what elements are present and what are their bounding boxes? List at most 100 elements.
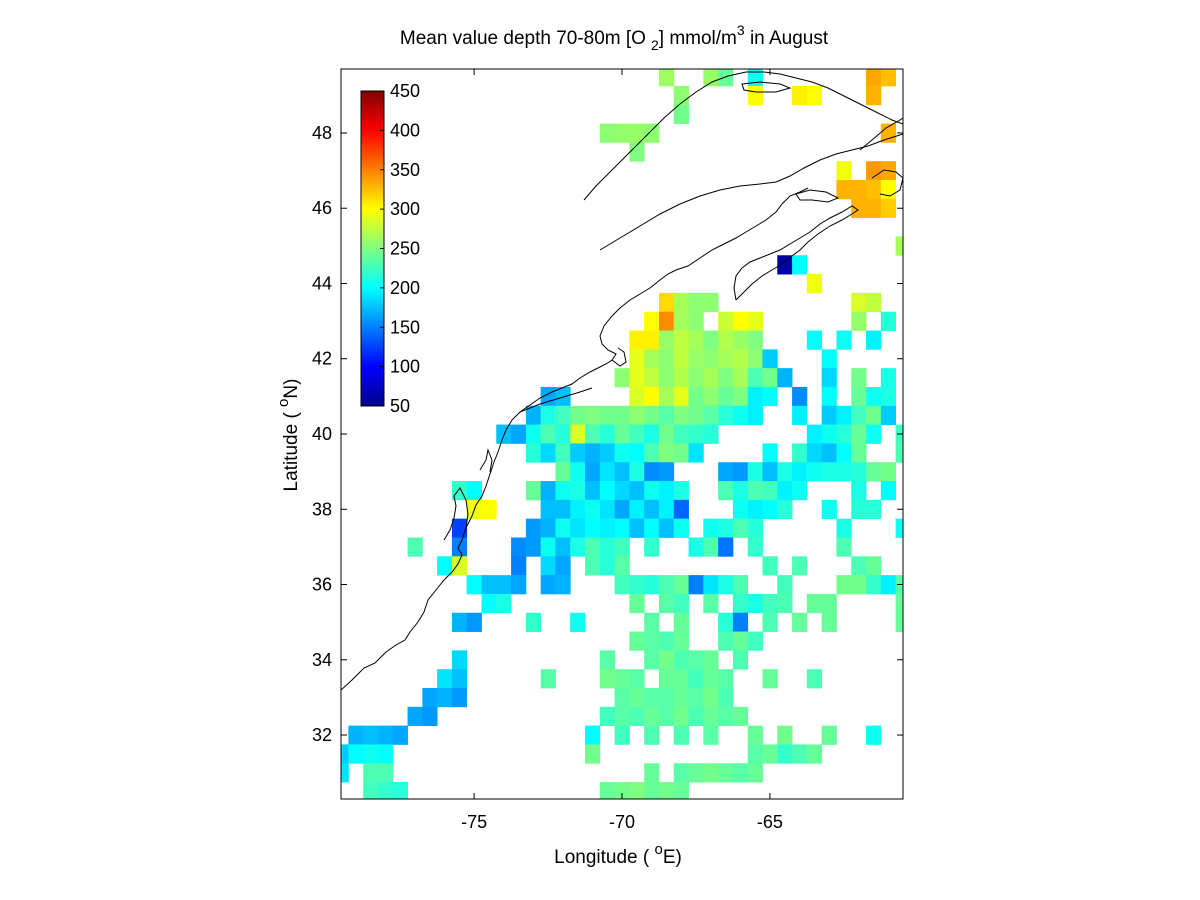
heatmap-cell xyxy=(703,575,719,595)
coastline-chesapeake xyxy=(443,487,469,541)
heatmap-cell xyxy=(866,330,882,350)
heatmap-cell xyxy=(599,782,616,799)
heatmap-cell xyxy=(806,593,823,614)
heatmap-cell xyxy=(540,669,556,689)
heatmap-cell xyxy=(792,405,808,425)
heatmap-cell xyxy=(836,575,852,595)
heatmap-cell xyxy=(718,537,734,557)
heatmap-cell xyxy=(866,424,882,444)
heatmap-cell xyxy=(792,744,808,764)
coastline-nova-scotia xyxy=(733,205,859,301)
heatmap-cell xyxy=(732,631,749,651)
heatmap-cell xyxy=(629,349,645,369)
heatmap-cell xyxy=(880,575,897,595)
heatmap-cell xyxy=(422,706,438,727)
y-tick-label: 46 xyxy=(312,198,332,218)
heatmap-cell xyxy=(629,462,645,482)
heatmap-cell xyxy=(880,180,897,200)
heatmap-cell xyxy=(673,782,689,799)
heatmap-cell xyxy=(732,405,749,425)
heatmap-cell xyxy=(821,612,837,632)
heatmap-cell xyxy=(688,537,704,557)
y-tick-label: 48 xyxy=(312,123,332,143)
heatmap-cell xyxy=(880,311,897,331)
heatmap-cell xyxy=(644,499,660,520)
heatmap-cell xyxy=(437,687,453,708)
heatmap-cell xyxy=(658,349,675,369)
heatmap-cell xyxy=(658,631,675,651)
heatmap-cell xyxy=(585,556,601,576)
heatmap-cell xyxy=(688,292,704,313)
heatmap-cell xyxy=(363,725,379,745)
heatmap-cell xyxy=(451,669,468,689)
heatmap-cell xyxy=(348,725,364,745)
heatmap-cell xyxy=(806,669,823,689)
heatmap-cell xyxy=(718,763,734,783)
heatmap-cell xyxy=(614,462,630,482)
heatmap-cell xyxy=(540,575,556,595)
heatmap-cell xyxy=(570,801,585,820)
heatmap-cell xyxy=(555,443,571,463)
heatmap-cell xyxy=(762,462,778,482)
colorbar-ticks: 450 400 350 300 250 200 150 100 50 xyxy=(380,81,420,416)
heatmap-cell xyxy=(555,405,571,425)
heatmap-cell xyxy=(614,123,630,143)
heatmap-cell xyxy=(673,443,689,463)
heatmap-cell xyxy=(585,481,601,501)
heatmap-cell xyxy=(673,669,689,689)
heatmap-cell xyxy=(718,518,734,538)
heatmap-cell xyxy=(511,575,527,595)
heatmap-cell xyxy=(570,424,586,444)
colorbar-tick-label: 400 xyxy=(390,120,420,140)
heatmap-cell xyxy=(851,443,867,463)
heatmap-cell xyxy=(880,405,897,425)
heatmap-cell xyxy=(629,424,645,444)
y-tick-label: 32 xyxy=(312,725,332,745)
heatmap-cell xyxy=(614,424,630,444)
heatmap-cell xyxy=(570,443,586,463)
coastline-newfoundland xyxy=(859,117,903,151)
heatmap-cell xyxy=(732,368,749,388)
heatmap-cell xyxy=(363,782,379,799)
coastline-long-island xyxy=(519,387,593,413)
heatmap-cell xyxy=(599,443,616,463)
heatmap-cell xyxy=(688,424,704,444)
heatmap-cell xyxy=(718,462,734,482)
heatmap-cell xyxy=(762,499,778,520)
coastline-gulf-south xyxy=(599,133,903,251)
heatmap-cell xyxy=(570,499,586,520)
heatmap-cell xyxy=(451,518,468,538)
heatmap-cell xyxy=(821,593,837,614)
heatmap-cell xyxy=(540,424,556,444)
heatmap-cell xyxy=(644,481,660,501)
heatmap-cell xyxy=(673,481,689,501)
heatmap-cell xyxy=(555,537,571,557)
heatmap-cell xyxy=(511,556,527,576)
heatmap-cell xyxy=(658,593,675,614)
heatmap-cell xyxy=(688,311,704,331)
x-tick-label: -65 xyxy=(757,812,783,832)
heatmap-cell xyxy=(407,537,423,557)
heatmap-cell xyxy=(703,349,719,369)
heatmap-cell xyxy=(866,292,882,313)
heatmap-cell xyxy=(851,368,867,388)
y-tick-label: 34 xyxy=(312,650,332,670)
heatmap-cell xyxy=(644,782,660,799)
heatmap-cell xyxy=(851,198,867,219)
heatmap-cell xyxy=(762,556,778,576)
heatmap-cell xyxy=(644,763,660,783)
y-tick-label: 36 xyxy=(312,575,332,595)
heatmap-cell xyxy=(673,368,689,388)
heatmap-cell xyxy=(821,386,837,407)
heatmap-cell xyxy=(747,537,763,557)
heatmap-cell xyxy=(673,650,689,670)
heatmap-cell xyxy=(732,349,749,369)
heatmap-cell xyxy=(525,537,542,557)
heatmap-cell xyxy=(525,481,542,501)
heatmap-cell xyxy=(806,274,823,294)
heatmap-cell xyxy=(659,801,674,820)
heatmap-cell xyxy=(747,349,763,369)
heatmap-cell xyxy=(732,311,749,331)
heatmap-cell xyxy=(496,593,512,614)
heatmap-cell xyxy=(792,481,808,501)
